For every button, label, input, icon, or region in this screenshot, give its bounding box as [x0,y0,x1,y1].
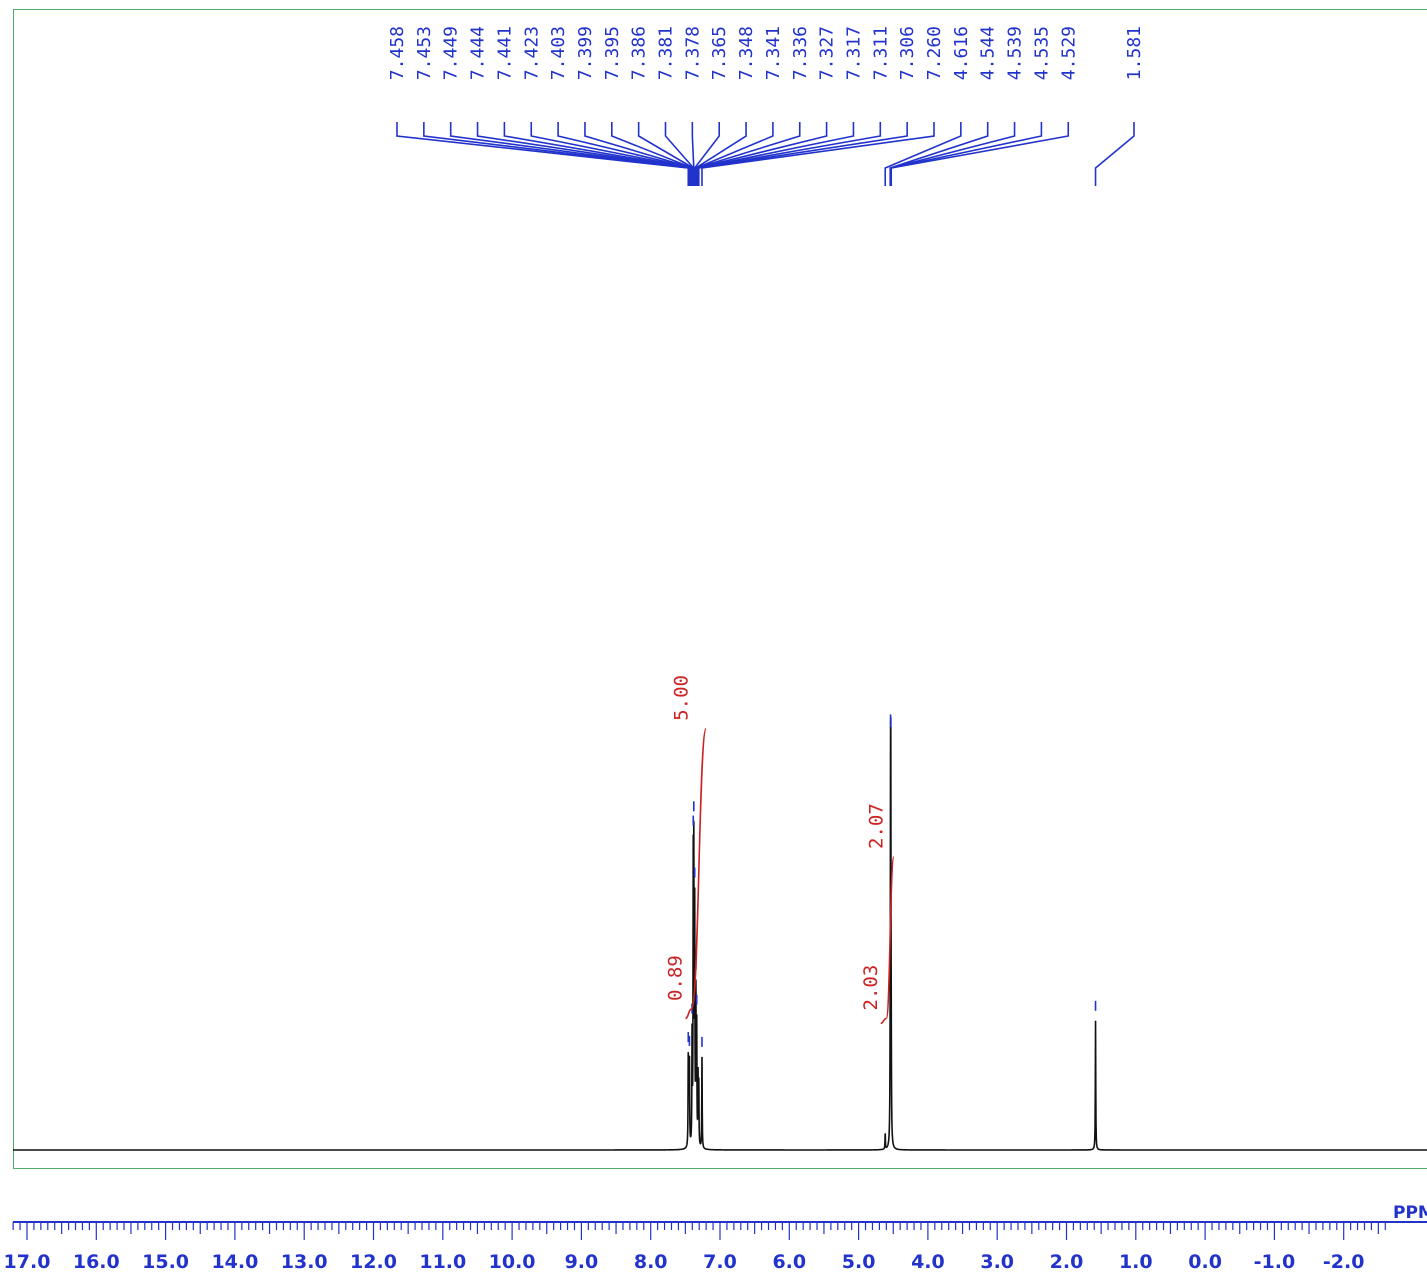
x-tick-label: 2.0 [1050,1251,1084,1273]
peak-connector [695,122,747,186]
peak-label: 7.317 [843,26,864,80]
x-axis-unit-label: PPM [1393,1203,1427,1223]
x-tick-label: 13.0 [281,1251,328,1273]
x-axis: PPM 17.0 16.0 15.0 14.0 13.0 12.0 11.0 10.0 9.0 8… [4,1203,1427,1273]
x-tick-label: 14.0 [211,1251,258,1273]
peak-label: 7.365 [709,26,730,80]
peak-label: 7.306 [897,26,918,80]
x-tick-label: 11.0 [419,1251,466,1273]
peak-connector [503,122,691,186]
peak-connector [693,122,720,186]
spectrum-trace [13,718,1427,1151]
peak-label: 7.327 [817,26,838,80]
peak-label: 7.399 [575,26,596,80]
x-tick-label: 0.0 [1188,1251,1222,1273]
peak-label: 7.341 [763,26,784,80]
x-tick-label: 12.0 [350,1251,397,1273]
integral-label: 2.03 [860,965,882,1011]
peak-label: 7.386 [629,26,650,80]
x-tick-label: 4.0 [911,1251,945,1273]
peak-label: 7.378 [682,26,703,80]
peak-label: 4.529 [1058,26,1079,80]
integral-label: 5.00 [671,675,693,721]
peak-label: 4.539 [1005,26,1026,80]
integral-curve [690,728,707,1010]
spectrum-trace-group [13,714,1427,1151]
peak-connector [695,122,801,186]
peak-connector [697,122,908,186]
integral-label: 0.89 [664,955,686,1001]
peak-connector [1094,122,1135,186]
peak-label: 7.423 [521,26,542,80]
peak-label: 7.311 [870,26,891,80]
peak-label: 7.453 [414,26,435,80]
peak-connector [691,122,695,186]
peak-label: 7.441 [494,26,515,80]
x-tick-label: 10.0 [489,1251,536,1273]
peak-label: 7.381 [656,26,677,80]
x-tick-label: 5.0 [842,1251,876,1273]
peak-label-group: 7.458 7.453 7.449 7.444 7.441 7.423 7.403 7.399… [387,26,1145,80]
peak-label: 4.616 [951,26,972,80]
peak-label: 4.544 [978,26,999,80]
x-tick-label: -2.0 [1323,1251,1365,1273]
integral-label: 2.07 [865,803,887,849]
x-tick-label: 1.0 [1119,1251,1153,1273]
peak-label: 7.348 [736,26,757,80]
x-tick-label: 7.0 [703,1251,737,1273]
peak-label: 7.336 [790,26,811,80]
peak-connector [530,122,692,186]
peak-label: 7.444 [468,26,489,80]
peak-connector [884,122,962,186]
x-tick-label: 6.0 [772,1251,806,1273]
peak-label: 1.581 [1124,26,1145,80]
integral-curve [880,1017,887,1025]
x-tick-label: 3.0 [980,1251,1014,1273]
peak-label: 4.535 [1031,26,1052,80]
peak-label: 7.449 [441,26,462,80]
x-tick-label: 17.0 [4,1251,51,1273]
integral-group: 0.89 5.00 2.07 2.03 [664,675,895,1025]
peak-connector-group [396,122,1135,186]
integral-curve [885,856,895,1020]
peak-connector [701,122,935,186]
peak-connector [889,122,1016,186]
peak-label: 7.458 [387,26,408,80]
x-tick-label: 8.0 [634,1251,668,1273]
integral-curve [685,1008,692,1020]
plot-frame [13,9,1427,1169]
peak-connector [695,122,774,186]
x-tick-label: 16.0 [73,1251,120,1273]
x-tick-label: -1.0 [1254,1251,1296,1273]
x-tick-label: 9.0 [565,1251,599,1273]
peak-label: 7.260 [924,26,945,80]
peak-label: 7.395 [602,26,623,80]
peak-label: 7.403 [548,26,569,80]
x-tick-label: 15.0 [142,1251,189,1273]
peak-connector [890,122,1070,186]
